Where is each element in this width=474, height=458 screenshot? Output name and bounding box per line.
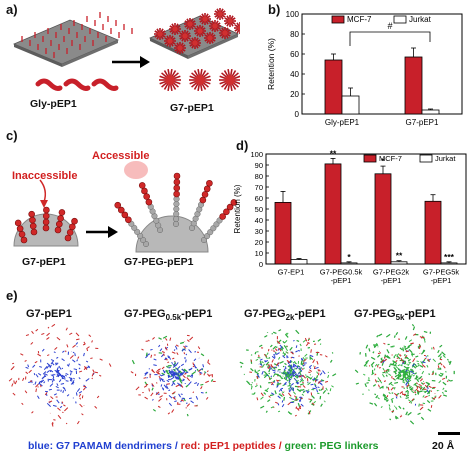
md-title-g7-peg05k: G7-PEG0.5k-pEP1 (124, 308, 213, 323)
surface-linkers (21, 12, 133, 58)
y-tick-label: 100 (250, 150, 263, 159)
legend-swatch (331, 15, 345, 24)
y-tick-label: 70 (255, 183, 263, 192)
significance-mark: ** (330, 148, 337, 158)
legend-label: Jurkat (409, 15, 432, 24)
plot-frame (301, 13, 463, 115)
significance-mark: * (347, 252, 351, 262)
legend-label: MCF-7 (379, 154, 402, 163)
y-tick-label: 90 (255, 161, 263, 170)
md-snapshot-1 (8, 323, 112, 427)
legend-swatch (419, 154, 433, 163)
bar-jurkat (440, 262, 458, 265)
y-tick-label: 20 (290, 90, 299, 99)
bar-jurkat (290, 259, 308, 265)
inaccessible-arrow-icon (39, 179, 47, 203)
md-title-g7-peg2k: G7-PEG2k-pEP1 (244, 308, 326, 323)
chart-b: 0 20 40 60 80 100 Retention (%) Gly-pEP1 G7-pEP1… (266, 10, 463, 127)
bar-mcf7 (274, 202, 292, 265)
bar-mcf7 (374, 173, 392, 265)
x-tick-label: -pEP1 (381, 276, 402, 285)
md-title-g7-peg5k: G7-PEG5k-pEP1 (354, 308, 436, 323)
bar-jurkat (340, 262, 358, 265)
y-tick-label: 0 (295, 110, 300, 119)
x-tick-label: G7-PEG2k (373, 268, 410, 277)
x-tick-label: -pEP1 (331, 276, 352, 285)
panel-a-letter: a) (6, 2, 18, 17)
y-tick-label: 100 (286, 10, 300, 19)
bar-mcf7 (324, 59, 343, 115)
y-tick-label: 30 (255, 227, 263, 236)
y-tick-label: 60 (290, 50, 299, 59)
panel-c-letter: c) (6, 128, 18, 143)
chart-d: 0 10 20 30 40 50 60 70 80 90 100 Retention (%) G7-EP… (233, 148, 467, 285)
y-tick-label: 0 (259, 260, 263, 269)
bar-jurkat (341, 95, 360, 115)
y-tick-label: 60 (255, 194, 263, 203)
panel-a-illustration (12, 8, 240, 91)
y-tick-label: 10 (255, 249, 263, 258)
x-tick-label: G7-EP1 (278, 268, 305, 277)
y-tick-label: 50 (255, 205, 263, 214)
g7-peg-pep1-label: G7-PEG-pEP1 (124, 256, 194, 268)
x-tick-label: G7-pEP1 (406, 118, 439, 127)
y-tick-label: 40 (255, 216, 263, 225)
x-tick-label: Gly-pEP1 (325, 118, 360, 127)
x-tick-label: G7-PEG5k (423, 268, 460, 277)
bar-mcf7 (424, 200, 442, 265)
md-snapshot-3 (239, 329, 337, 417)
legend-label: Jurkat (435, 154, 456, 163)
gly-pep1-label: Gly-pEP1 (30, 98, 77, 110)
y-axis-label: Retention (%) (266, 38, 276, 90)
y-axis-label: Retention (%) (233, 184, 242, 233)
arrow-icon (112, 56, 150, 68)
accessible-label: Accessible (92, 150, 150, 162)
panel-b-letter: b) (268, 2, 281, 17)
significance-annotation: # (387, 21, 392, 31)
y-tick-label: 80 (255, 172, 263, 181)
x-tick-label: G7-PEG0.5k (320, 268, 363, 277)
accessible-highlight (124, 161, 148, 179)
g7-pep1-label-c: G7-pEP1 (22, 256, 66, 268)
bar-mcf7 (404, 56, 423, 115)
y-tick-label: 20 (255, 238, 263, 247)
significance-mark: ** (396, 251, 403, 261)
dendrimer-brushes (154, 8, 240, 54)
legend-swatch (393, 15, 407, 24)
y-tick-label: 40 (290, 70, 299, 79)
md-snapshot-4 (354, 323, 455, 425)
legend-swatch (363, 154, 377, 163)
significance-bracket (349, 31, 431, 46)
free-dendrimer-icons (159, 69, 240, 91)
panel-d-letter: d) (236, 138, 249, 153)
y-tick-label: 80 (290, 30, 299, 39)
significance-mark: * (381, 156, 385, 166)
legend-label: MCF-7 (347, 15, 372, 24)
scale-bar-label: 20 Å (432, 440, 455, 452)
significance-mark: *** (444, 252, 455, 262)
md-snapshot-2 (130, 334, 216, 417)
md-simulation-snapshots (8, 323, 455, 427)
color-legend-caption: blue: G7 PAMAM dendrimers / red: pEP1 pe… (28, 440, 379, 452)
free-peptide-icons (35, 78, 119, 91)
scale-bar (438, 432, 460, 435)
bar-jurkat (421, 109, 440, 115)
bar-jurkat (390, 261, 408, 265)
md-title-g7-pep1: G7-pEP1 (26, 308, 72, 320)
panel-e-letter: e) (6, 288, 18, 303)
inaccessible-label: Inaccessible (12, 170, 78, 182)
panel-c-illustration (13, 161, 238, 253)
g7-pep1-label-a: G7-pEP1 (170, 102, 214, 114)
x-tick-label: -pEP1 (431, 276, 452, 285)
bar-mcf7 (324, 163, 342, 265)
